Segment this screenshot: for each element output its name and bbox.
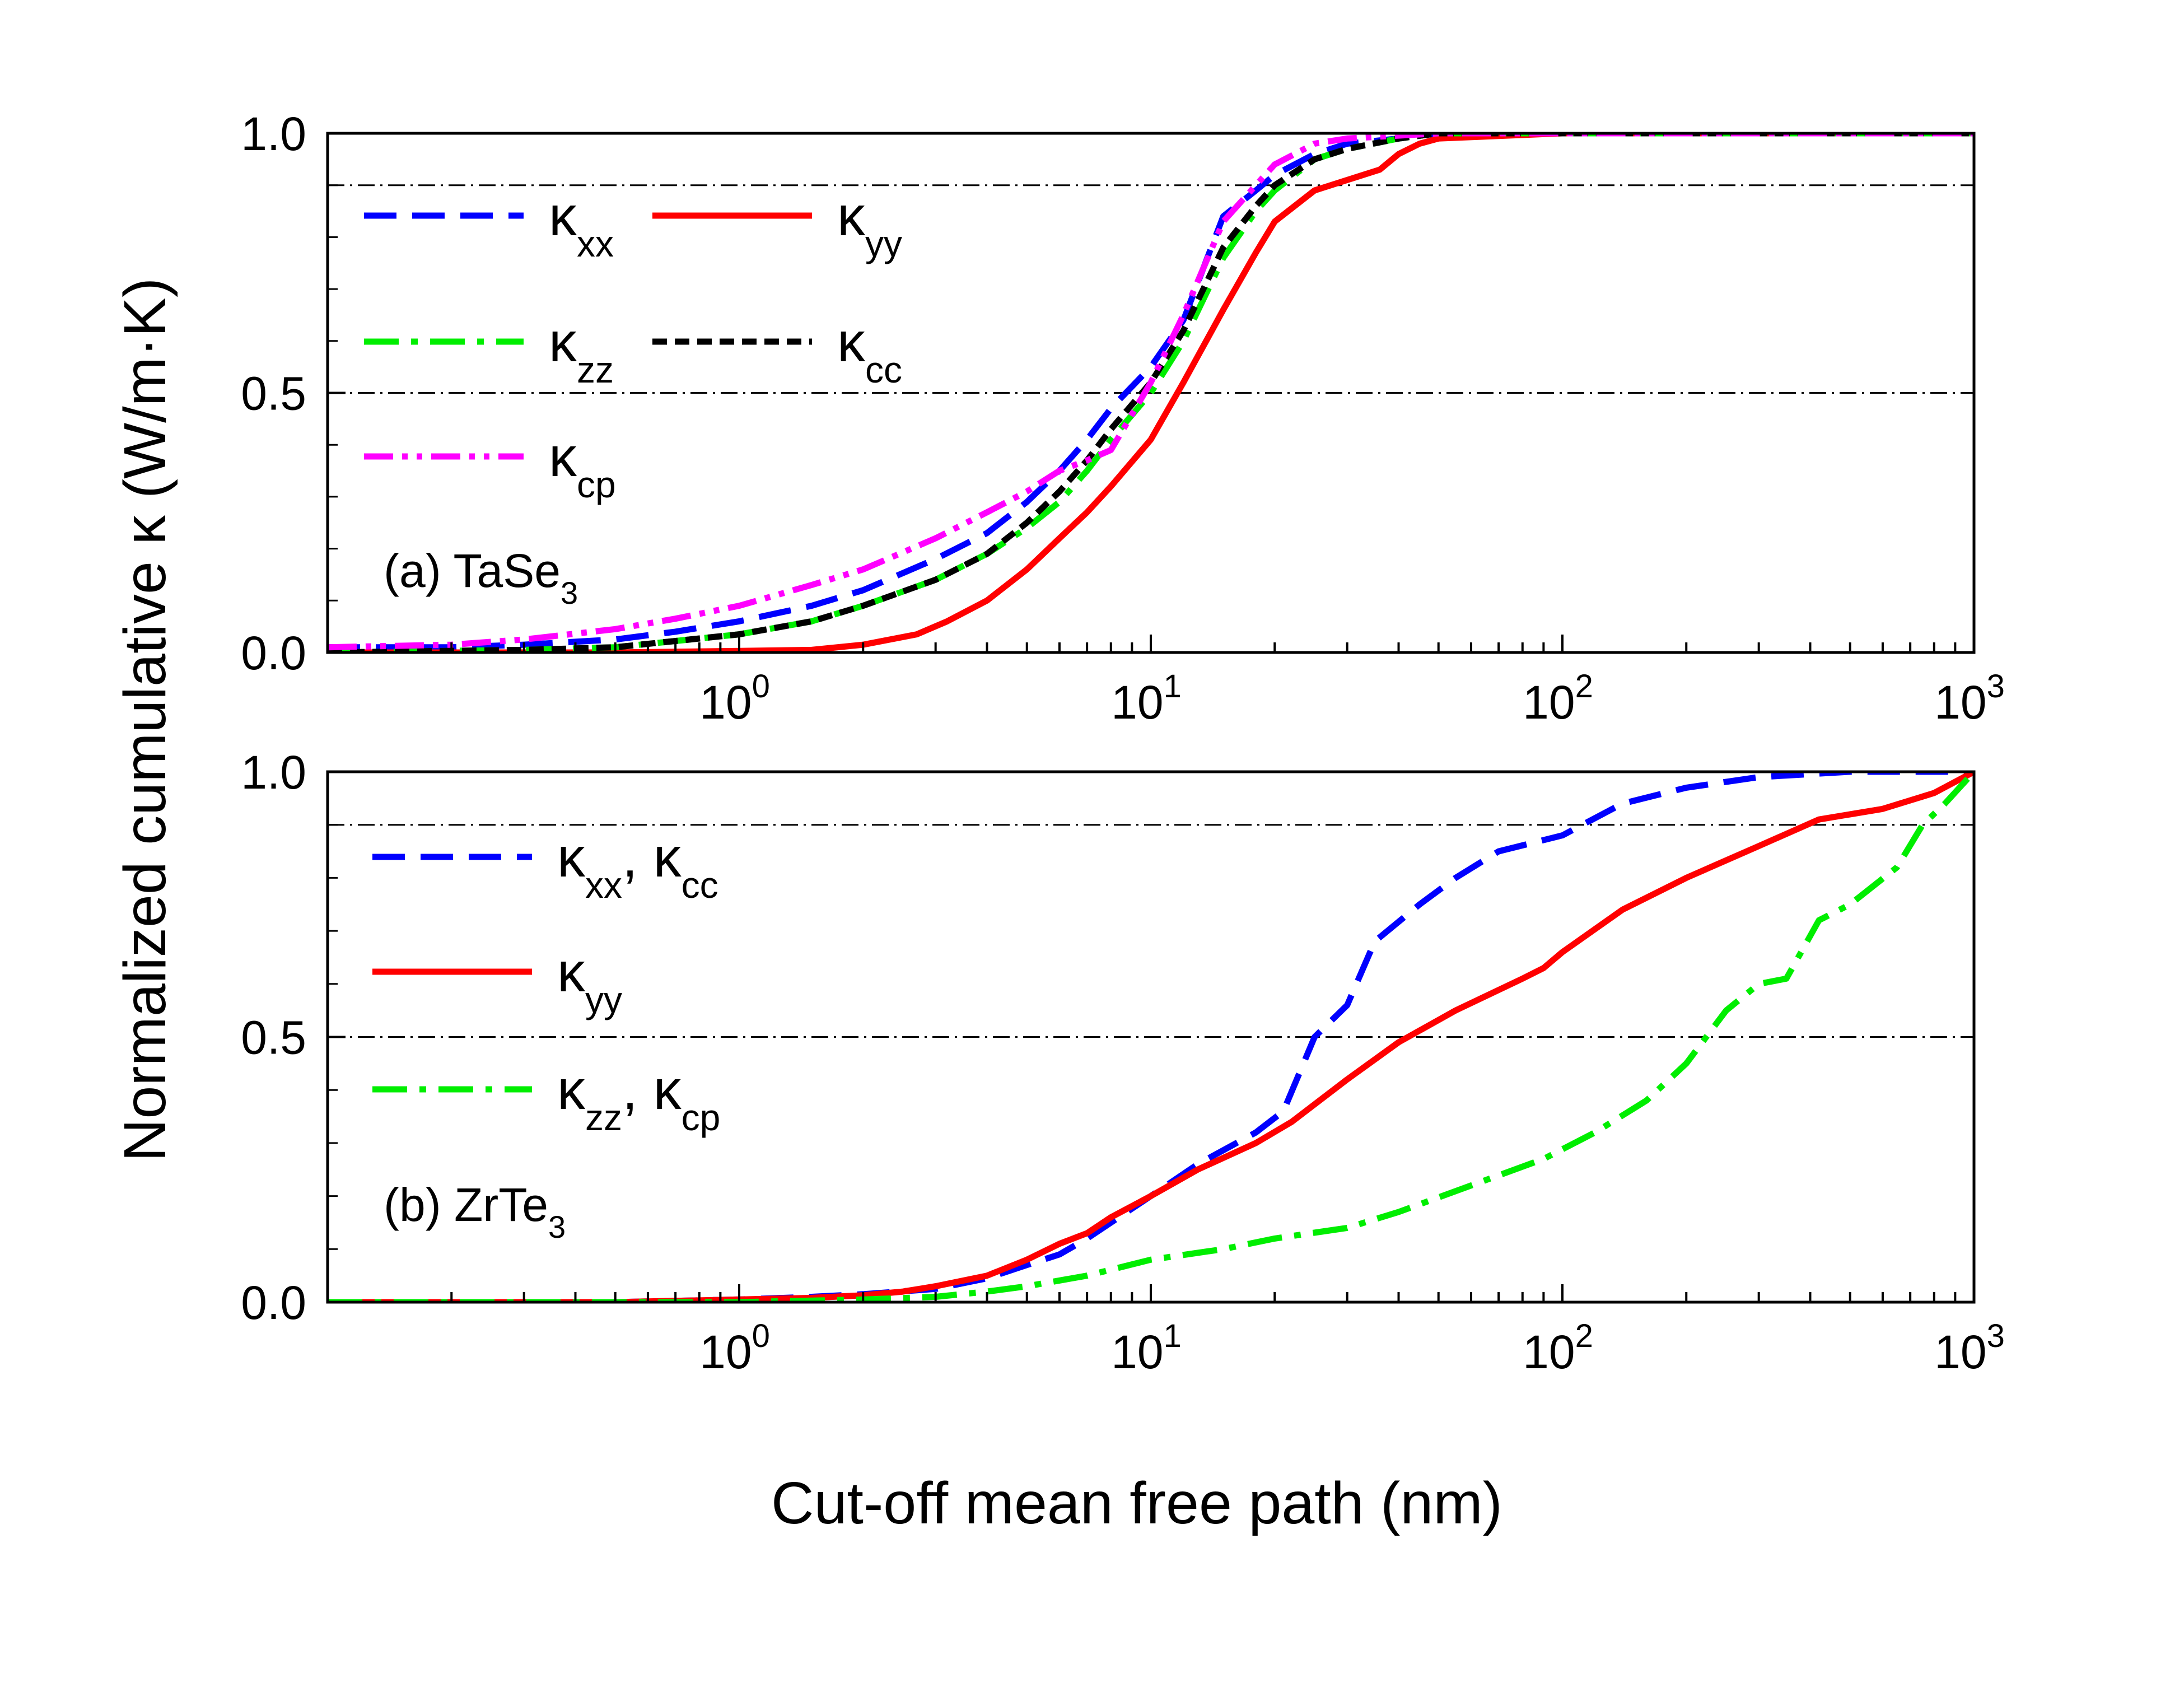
panel-label: (a) TaSe3 bbox=[384, 544, 578, 610]
legend-subscript: cc bbox=[682, 864, 718, 906]
x-axis-title: Cut-off mean free path (nm) bbox=[771, 1470, 1502, 1536]
x-tick-base: 10 bbox=[1934, 676, 1986, 729]
y-tick-label: 0.5 bbox=[241, 367, 306, 420]
x-tick-exp: 0 bbox=[752, 668, 770, 705]
x-tick-label: 103 bbox=[1934, 668, 2005, 729]
legend-subscript: cc bbox=[865, 349, 902, 390]
y-tick-label: 0.0 bbox=[241, 627, 306, 679]
x-tick-label: 103 bbox=[1934, 1318, 2005, 1378]
panel-label-text: (b) ZrTe bbox=[384, 1178, 548, 1231]
series-line-cp bbox=[328, 133, 1974, 651]
legend-label-xx: κxx, κcc bbox=[557, 826, 718, 906]
x-tick-exp: 2 bbox=[1575, 668, 1593, 705]
legend-subscript: xx bbox=[577, 223, 614, 264]
legend-subscript: zz bbox=[585, 1097, 622, 1138]
legend-symbol: κ bbox=[557, 1059, 586, 1121]
x-tick-label: 101 bbox=[1111, 1318, 1182, 1378]
y-tick-label: 0.0 bbox=[241, 1276, 306, 1329]
legend-subscript: cp bbox=[577, 464, 616, 505]
x-tick-label: 102 bbox=[1523, 668, 1593, 729]
panel-label-subscript: 3 bbox=[561, 575, 578, 610]
y-axis-title: Normalized cumulative κ (W/m·K) bbox=[112, 278, 178, 1162]
legend-label-yy: κyy bbox=[557, 941, 622, 1020]
x-tick-label: 100 bbox=[699, 1318, 770, 1378]
legend-subscript: yy bbox=[865, 223, 902, 264]
legend-symbol: κ bbox=[557, 826, 586, 889]
x-tick-label: 102 bbox=[1523, 1318, 1593, 1378]
x-tick-base: 10 bbox=[1934, 1326, 1986, 1378]
legend-symbol: κ bbox=[549, 426, 577, 488]
x-tick-base: 10 bbox=[1523, 676, 1575, 729]
series-line-zz bbox=[328, 133, 1974, 652]
x-tick-exp: 1 bbox=[1164, 1318, 1182, 1354]
x-tick-base: 10 bbox=[699, 676, 752, 729]
legend-symbol: κ bbox=[654, 1059, 682, 1121]
series-line-yy bbox=[328, 772, 1974, 1302]
x-tick-exp: 3 bbox=[1987, 1318, 2005, 1354]
x-tick-label: 100 bbox=[699, 668, 770, 729]
x-tick-exp: 1 bbox=[1164, 668, 1182, 705]
legend-separator: , bbox=[622, 826, 654, 889]
y-tick-label: 0.5 bbox=[241, 1011, 306, 1064]
legend-label-xx: κxx bbox=[549, 185, 614, 264]
panel-label-text: (a) TaSe bbox=[384, 544, 561, 597]
panel-label-subscript: 3 bbox=[548, 1209, 566, 1244]
legend-symbol: κ bbox=[549, 185, 577, 248]
legend-label-cp: κcp bbox=[549, 426, 616, 505]
legend-label-cc: κcc bbox=[837, 311, 902, 390]
legend-symbol: κ bbox=[557, 941, 586, 1004]
legend-label-zz: κzz bbox=[549, 311, 614, 390]
legend-subscript: xx bbox=[585, 864, 622, 906]
legend-separator: , bbox=[622, 1059, 654, 1121]
x-tick-base: 10 bbox=[699, 1326, 752, 1378]
legend-subscript: yy bbox=[585, 979, 622, 1020]
legend-symbol: κ bbox=[837, 311, 866, 374]
panel-label: (b) ZrTe3 bbox=[384, 1178, 566, 1244]
y-tick-label: 1.0 bbox=[241, 746, 306, 799]
series-line-cc bbox=[328, 133, 1974, 652]
legend-subscript: cp bbox=[682, 1097, 721, 1138]
legend-label-yy: κyy bbox=[837, 185, 902, 264]
legend-subscript: zz bbox=[577, 349, 614, 390]
series-line-xx bbox=[328, 133, 1974, 651]
legend-symbol: κ bbox=[654, 826, 682, 889]
x-tick-exp: 0 bbox=[752, 1318, 770, 1354]
legend-symbol: κ bbox=[549, 311, 577, 374]
series-group bbox=[328, 772, 1974, 1302]
x-tick-label: 101 bbox=[1111, 668, 1182, 729]
x-tick-exp: 2 bbox=[1575, 1318, 1593, 1354]
series-line-zz bbox=[328, 772, 1974, 1302]
x-tick-base: 10 bbox=[1523, 1326, 1575, 1378]
x-tick-exp: 3 bbox=[1987, 668, 2005, 705]
x-tick-base: 10 bbox=[1111, 1326, 1163, 1378]
legend-label-zz: κzz, κcp bbox=[557, 1059, 720, 1138]
x-tick-base: 10 bbox=[1111, 676, 1163, 729]
y-tick-label: 1.0 bbox=[241, 108, 306, 160]
legend-symbol: κ bbox=[837, 185, 866, 248]
